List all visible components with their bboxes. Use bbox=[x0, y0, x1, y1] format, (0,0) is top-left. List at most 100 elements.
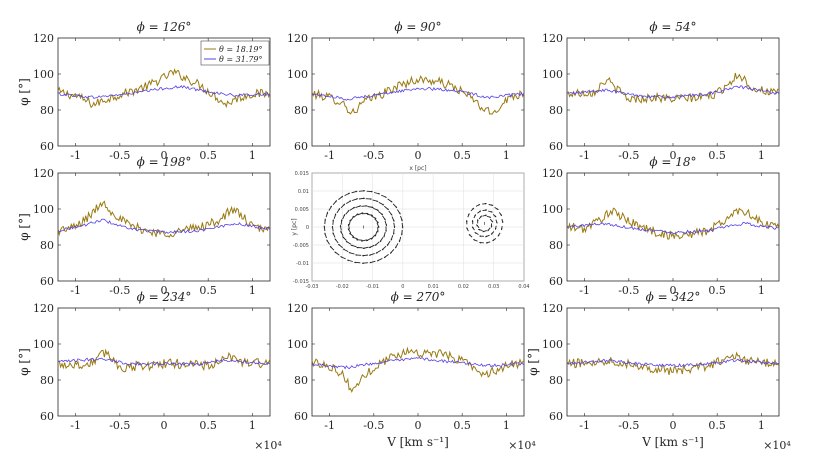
xtick-label: 0 bbox=[415, 419, 422, 432]
panel-title: ϕ = 90° bbox=[394, 20, 441, 34]
vortex-arrowhead bbox=[369, 254, 371, 256]
xtick-label: -1 bbox=[579, 149, 590, 162]
x-scale-label: ×10⁴ bbox=[508, 439, 536, 452]
y-axis-label: φ [°] bbox=[17, 78, 31, 106]
ytick-label: 100 bbox=[542, 68, 563, 81]
inset-ytick-label: 0 bbox=[306, 225, 309, 231]
xtick-label: 1 bbox=[503, 149, 510, 162]
vortex-arrowhead bbox=[353, 207, 355, 209]
xtick-label: 1 bbox=[249, 284, 256, 297]
ytick-label: 120 bbox=[287, 302, 308, 315]
vortex-arrowhead bbox=[326, 211, 329, 214]
ytick-label: 100 bbox=[33, 203, 54, 216]
vortex-arrowhead bbox=[401, 233, 403, 236]
vortex-arrowhead bbox=[378, 192, 380, 195]
vortex-arrowhead bbox=[492, 239, 495, 241]
xtick-label: 1 bbox=[503, 419, 510, 432]
vortex-arrowhead bbox=[348, 252, 351, 254]
panel-1: ϕ = 126° 60 80 100 120 -1 -0.5 0 0.5 1 φ [°] θ = 18… bbox=[17, 20, 271, 162]
vortex-arrowhead bbox=[482, 230, 485, 233]
inset-y-axis-label: y [pc] bbox=[291, 218, 298, 235]
vortex-arrowhead bbox=[383, 235, 386, 238]
vortex-arrowhead bbox=[334, 213, 337, 216]
vortex-arrowhead bbox=[347, 223, 350, 226]
vortex-arrowhead bbox=[376, 209, 379, 211]
inset-xtick-label: -0.01 bbox=[366, 284, 379, 290]
vortex-arrowhead bbox=[385, 230, 387, 232]
xtick-label: 0.5 bbox=[708, 284, 726, 297]
vortex-arrowhead bbox=[363, 197, 365, 200]
series-line-1 bbox=[311, 75, 525, 115]
vortex-arrowhead bbox=[401, 219, 403, 222]
xtick-label: -1 bbox=[324, 149, 335, 162]
xtick-label: -0.5 bbox=[363, 149, 384, 162]
vortex-arrowhead bbox=[479, 235, 481, 237]
vortex-arrowhead bbox=[485, 235, 488, 238]
ytick-label: 100 bbox=[33, 338, 54, 351]
series-line-2 bbox=[57, 218, 271, 235]
vortex-arrowhead bbox=[363, 190, 365, 192]
xtick-label: -0.5 bbox=[618, 419, 639, 432]
inset-xtick-label: -0.02 bbox=[336, 284, 349, 290]
vortex-arrowhead bbox=[385, 224, 387, 226]
xtick-label: 0 bbox=[161, 149, 168, 162]
vortex-arrowhead bbox=[376, 200, 379, 202]
legend-entry: θ = 31.79° bbox=[219, 55, 263, 64]
xtick-label: 0 bbox=[670, 284, 677, 297]
vortex-arrowhead bbox=[340, 230, 343, 233]
vortex-arrowhead bbox=[392, 232, 395, 235]
xtick-label: 0 bbox=[670, 149, 677, 162]
vortex-arrowhead bbox=[393, 226, 396, 229]
vortex-arrowhead bbox=[348, 192, 350, 195]
xtick-label: -1 bbox=[70, 419, 81, 432]
ytick-label: 120 bbox=[287, 32, 308, 45]
vortex-arrowhead bbox=[490, 225, 493, 228]
vortex-arrowhead bbox=[371, 237, 373, 240]
ytick-label: 60 bbox=[40, 140, 54, 153]
ytick-label: 60 bbox=[549, 410, 563, 423]
vortex-arrowhead bbox=[371, 190, 373, 193]
vortex-arrowhead bbox=[330, 205, 332, 208]
vortex-arrowhead bbox=[359, 205, 361, 207]
x-scale-label: ×10⁴ bbox=[254, 439, 282, 452]
ytick-label: 120 bbox=[542, 302, 563, 315]
panel-2: ϕ = 90° 60 80 100 120 -1 -0.5 0 0.5 1 bbox=[287, 20, 525, 162]
xtick-label: 0.5 bbox=[199, 149, 217, 162]
inset-x-axis-label: x [pc] bbox=[409, 165, 426, 172]
xtick-label: 1 bbox=[249, 419, 256, 432]
vortex-arrowhead bbox=[381, 213, 383, 215]
vortex-arrowhead bbox=[369, 246, 371, 248]
vortex-arrowhead bbox=[392, 219, 395, 222]
vortex-arrowhead bbox=[497, 234, 500, 237]
vortex-arrowhead bbox=[338, 244, 340, 246]
xtick-label: 1 bbox=[249, 149, 256, 162]
vortex-arrowhead bbox=[371, 206, 374, 209]
inset-xtick-label: -0.03 bbox=[306, 284, 319, 290]
vortex-arrowhead bbox=[472, 226, 474, 229]
series-line-2 bbox=[57, 357, 271, 366]
vortex-arrowhead bbox=[384, 218, 386, 221]
vortex-arrowhead bbox=[366, 239, 369, 241]
ytick-label: 100 bbox=[542, 338, 563, 351]
y-axis-label: φ [°] bbox=[17, 213, 31, 241]
vortex-arrowhead bbox=[343, 214, 345, 216]
vortex-arrowhead bbox=[374, 217, 377, 219]
ytick-label: 120 bbox=[33, 167, 54, 180]
panel-title: ϕ = 270° bbox=[391, 290, 446, 304]
xtick-label: 0 bbox=[670, 419, 677, 432]
panel-title: ϕ = 234° bbox=[137, 290, 192, 304]
ytick-label: 120 bbox=[542, 32, 563, 45]
vortex-arrowhead bbox=[376, 230, 379, 233]
vortex-arrowhead bbox=[330, 246, 332, 248]
vortex-arrowhead bbox=[324, 232, 326, 235]
ytick-label: 120 bbox=[542, 167, 563, 180]
xtick-label: 0.5 bbox=[199, 284, 217, 297]
vortex-arrowhead bbox=[474, 232, 477, 234]
vortex-arrowhead bbox=[346, 241, 348, 243]
x-axis-label: V [km s⁻¹] bbox=[641, 435, 704, 449]
vortex-arrowhead bbox=[495, 221, 498, 224]
vortex-arrowhead bbox=[486, 241, 488, 244]
vortex-arrowhead bbox=[478, 204, 480, 206]
vortex-arrowhead bbox=[479, 241, 481, 244]
xtick-label: 1 bbox=[758, 284, 765, 297]
